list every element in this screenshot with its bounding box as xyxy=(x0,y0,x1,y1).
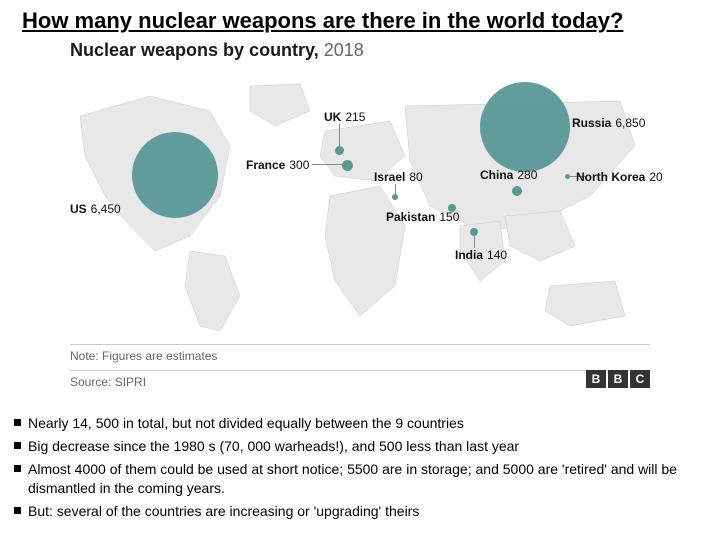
pointer-israel xyxy=(395,184,396,196)
bullet-4: But: several of the countries are increa… xyxy=(14,502,706,521)
bullet-icon xyxy=(14,419,21,426)
label-pakistan-val: 150 xyxy=(439,210,459,224)
label-india-val: 140 xyxy=(487,248,507,262)
bbc-logo-b2: B xyxy=(608,370,628,388)
label-france: France 300 xyxy=(246,158,309,172)
label-france-name: France xyxy=(246,158,285,172)
bbc-logo-b1: B xyxy=(586,370,606,388)
dot-china xyxy=(512,186,522,196)
bullet-2: Big decrease since the 1980 s (70, 000 w… xyxy=(14,437,706,456)
label-pakistan-name: Pakistan xyxy=(386,210,435,224)
bubble-russia xyxy=(480,82,570,172)
bullet-1-text: Nearly 14, 500 in total, but not divided… xyxy=(28,414,464,433)
chart-source: Source: SIPRI xyxy=(70,370,650,389)
label-us: US 6,450 xyxy=(70,202,121,216)
bullet-icon xyxy=(14,465,21,472)
label-russia: Russia 6,850 xyxy=(572,116,645,130)
slide-title: How many nuclear weapons are there in th… xyxy=(0,0,720,34)
chart-area: Nuclear weapons by country, 2018 xyxy=(60,34,660,404)
bullet-4-text: But: several of the countries are increa… xyxy=(28,502,419,521)
chart-title-bold: Nuclear weapons by country, xyxy=(70,40,319,60)
bullet-2-text: Big decrease since the 1980 s (70, 000 w… xyxy=(28,437,519,456)
bullet-1: Nearly 14, 500 in total, but not divided… xyxy=(14,414,706,433)
bullet-icon xyxy=(14,507,21,514)
bullet-3-text: Almost 4000 of them could be used at sho… xyxy=(28,460,706,498)
label-israel-val: 80 xyxy=(409,170,422,184)
label-us-val: 6,450 xyxy=(91,202,121,216)
label-india: India 140 xyxy=(455,248,507,262)
bullet-3: Almost 4000 of them could be used at sho… xyxy=(14,460,706,498)
pointer-france xyxy=(312,164,344,165)
pointer-india xyxy=(474,234,475,248)
chart-note: Note: Figures are estimates xyxy=(70,344,650,363)
chart-title-year: 2018 xyxy=(319,40,364,60)
label-nk-val: 20 xyxy=(649,170,662,184)
bullet-icon xyxy=(14,442,21,449)
bubble-us xyxy=(132,132,218,218)
world-map: US 6,450 Russia 6,850 UK 215 France 300 Isra… xyxy=(60,76,660,336)
label-russia-name: Russia xyxy=(572,116,611,130)
label-us-name: US xyxy=(70,202,87,216)
bbc-logo-c: C xyxy=(630,370,650,388)
label-uk: UK 215 xyxy=(324,110,365,124)
pointer-uk xyxy=(339,124,340,148)
bbc-logo: B B C xyxy=(586,370,650,388)
bullet-list: Nearly 14, 500 in total, but not divided… xyxy=(14,414,706,524)
label-russia-val: 6,850 xyxy=(615,116,645,130)
label-china-name: China xyxy=(480,168,513,182)
label-israel: Israel 80 xyxy=(374,170,423,184)
label-france-val: 300 xyxy=(289,158,309,172)
label-india-name: India xyxy=(455,248,483,262)
label-uk-name: UK xyxy=(324,110,341,124)
label-pakistan: Pakistan 150 xyxy=(386,210,459,224)
label-china-val: 280 xyxy=(517,168,537,182)
chart-title: Nuclear weapons by country, 2018 xyxy=(70,40,364,61)
label-uk-val: 215 xyxy=(345,110,365,124)
dot-france xyxy=(342,160,353,171)
label-china: China 280 xyxy=(480,168,537,182)
label-nk: North Korea 20 xyxy=(576,170,663,184)
label-nk-name: North Korea xyxy=(576,170,645,184)
label-israel-name: Israel xyxy=(374,170,405,184)
